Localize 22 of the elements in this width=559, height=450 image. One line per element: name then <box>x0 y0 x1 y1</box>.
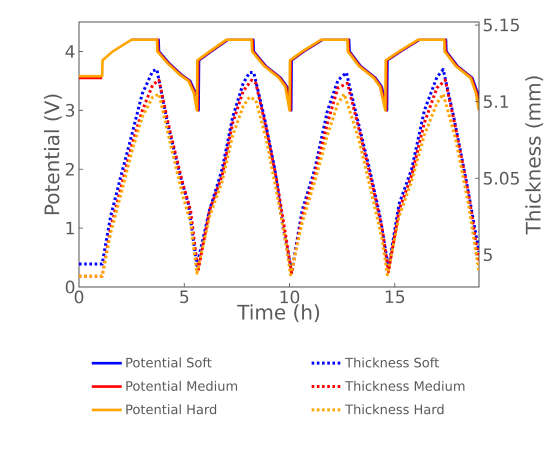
legend-label: Thickness Hard <box>345 404 444 414</box>
legend-label: Thickness Soft <box>345 357 439 368</box>
legend-label: Potential Medium <box>126 380 238 391</box>
y-tick-label: 0 <box>66 280 74 294</box>
y-axis-title: Potential (V) <box>44 94 62 214</box>
legend-label: Potential Hard <box>126 404 216 414</box>
x-tick-label: 0 <box>74 290 84 304</box>
y2-tick-label: 5.05 <box>484 172 519 185</box>
y2-tick-label: 5.15 <box>484 18 519 32</box>
x-tick-label: 5 <box>180 290 188 304</box>
y2-axis-title: Thickness (mm) <box>525 76 544 234</box>
x-tick-label: 10 <box>280 290 300 304</box>
y2-tick-label: 5 <box>484 248 492 262</box>
legend-label: Potential Soft <box>126 357 212 368</box>
y-tick-label: 1 <box>66 222 74 234</box>
y-tick-label: 2 <box>66 162 74 176</box>
y-tick-label: 3 <box>66 104 74 117</box>
legend-label: Thickness Medium <box>345 380 464 391</box>
y2-tick-label: 5.1 <box>484 95 508 108</box>
y-tick-label: 4 <box>65 45 75 58</box>
x-tick-label: 15 <box>386 290 404 304</box>
x-axis-title: Time (h) <box>237 304 320 322</box>
